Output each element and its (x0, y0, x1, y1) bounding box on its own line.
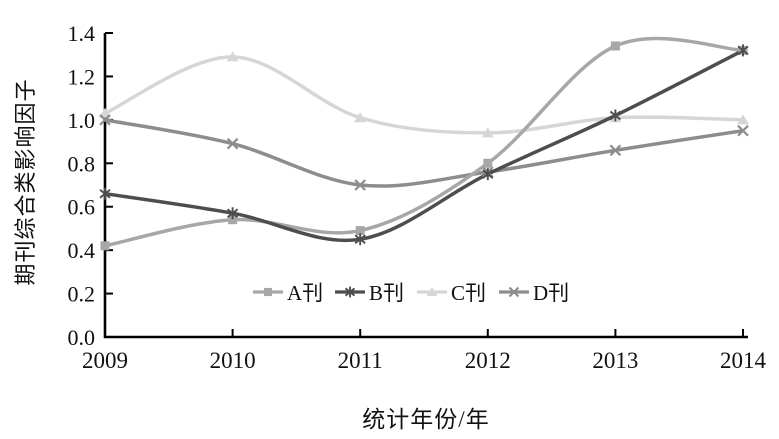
marker-square (610, 41, 620, 51)
legend-label: B刊 (369, 281, 404, 305)
y-tick-label: 0.2 (68, 282, 96, 307)
legend-item-D刊: D刊 (499, 281, 569, 305)
marker-asterisk (609, 109, 621, 122)
marker-x (609, 144, 622, 157)
series-markers (99, 41, 749, 251)
y-tick-label: 0.6 (68, 195, 96, 220)
y-tick-label: 0.4 (68, 238, 96, 263)
marker-x (226, 137, 239, 150)
x-tick-label: 2010 (210, 348, 256, 373)
y-axis-ticks: 0.0 0.2 0.4 0.6 0.8 1.0 1.2 1.4 (68, 21, 113, 350)
marker-triangle (737, 114, 749, 125)
series-markers-B刊 (99, 44, 749, 246)
x-tick-label: 2011 (338, 348, 383, 373)
marker-triangle (426, 287, 438, 297)
series-line-B刊 (103, 48, 745, 243)
marker-asterisk (344, 286, 356, 298)
y-tick-label: 1.0 (68, 108, 96, 133)
x-axis-title: 统计年份/年 (362, 407, 490, 432)
y-tick-label: 1.2 (68, 64, 96, 89)
marker-x (99, 114, 111, 126)
series-line-C刊 (103, 55, 745, 135)
marker-x (508, 286, 520, 298)
marker-asterisk (354, 233, 366, 246)
series-lines (103, 36, 745, 248)
y-tick-label: 0.8 (68, 151, 96, 176)
marker-square (483, 158, 493, 168)
x-tick-label: 2014 (720, 348, 767, 373)
series-line-D刊 (103, 118, 745, 188)
legend-item-A刊: A刊 (253, 281, 323, 305)
x-axis-ticks: 2009 2010 2011 2012 2013 2014 (82, 329, 767, 373)
marker-asterisk (99, 187, 111, 200)
marker-asterisk (227, 207, 239, 220)
marker-square (228, 215, 238, 225)
marker-triangle (99, 107, 111, 118)
marker-triangle (354, 112, 367, 123)
legend-item-B刊: B刊 (335, 281, 404, 305)
marker-square (263, 287, 273, 297)
marker-asterisk (482, 168, 494, 181)
marker-x (354, 179, 366, 191)
x-tick-label: 2012 (465, 348, 511, 373)
marker-triangle (226, 51, 239, 62)
series-markers-D刊 (99, 114, 749, 191)
marker-x (737, 124, 749, 137)
marker-asterisk (737, 44, 749, 57)
marker-square (100, 241, 110, 251)
legend-label: C刊 (451, 281, 486, 305)
y-tick-label: 0.0 (68, 325, 96, 350)
y-tick-label: 1.4 (68, 21, 96, 46)
y-axis-title: 期刊综合类影响因子 (13, 78, 38, 286)
legend-label: A刊 (287, 281, 323, 305)
x-tick-label: 2013 (592, 348, 638, 373)
series-line-A刊 (103, 36, 745, 248)
x-tick-label: 2009 (82, 348, 128, 373)
legend: A刊 B刊 C刊 D刊 (253, 281, 569, 305)
legend-label: D刊 (533, 281, 569, 305)
legend-item-C刊: C刊 (417, 281, 486, 305)
marker-triangle (481, 127, 494, 138)
marker-square (355, 226, 365, 236)
